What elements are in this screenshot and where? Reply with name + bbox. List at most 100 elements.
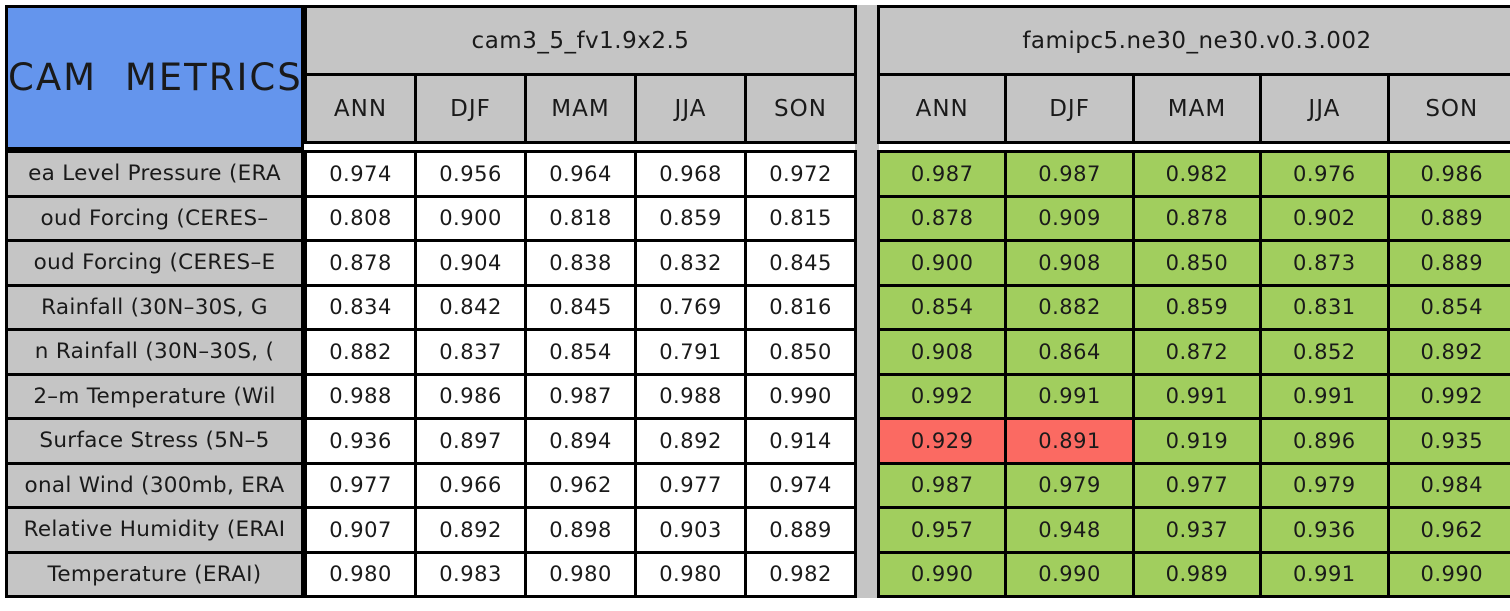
metric-value: 0.982 [1131, 150, 1263, 198]
metric-value: 0.987 [876, 150, 1008, 198]
metric-value: 0.979 [1259, 461, 1390, 509]
metric-value: 0.834 [304, 283, 417, 331]
model1-name: cam3_5_fv1.9x2.5 [304, 5, 857, 76]
metric-label: Surface Stress (5N–5 [5, 417, 304, 465]
table-row: 0.929 0.891 0.919 0.896 0.935 [876, 417, 1510, 465]
metric-label: ea Level Pressure (ERA [5, 150, 304, 198]
metric-value: 0.850 [744, 328, 857, 376]
metric-value: 0.987 [524, 372, 637, 420]
metric-value-flagged: 0.891 [1004, 417, 1135, 465]
table-row: 0.988 0.986 0.987 0.988 0.990 [304, 372, 857, 420]
metric-value: 0.892 [414, 506, 527, 554]
metric-value: 0.977 [304, 461, 417, 509]
metric-value: 0.872 [1131, 328, 1263, 376]
metric-label: 2–m Temperature (Wil [5, 372, 304, 420]
metric-value: 0.878 [304, 239, 417, 287]
metric-value: 0.957 [876, 506, 1008, 554]
metric-value: 0.966 [414, 461, 527, 509]
metric-value: 0.948 [1004, 506, 1135, 554]
table-row: 0.854 0.882 0.859 0.831 0.854 [876, 283, 1510, 331]
metric-value: 0.903 [634, 506, 747, 554]
metric-value: 0.937 [1131, 506, 1263, 554]
table-row: 0.907 0.892 0.898 0.903 0.889 [304, 506, 857, 554]
model2-name: famipc5.ne30_ne30.v0.3.002 [877, 5, 1510, 76]
metric-value: 0.907 [304, 506, 417, 554]
metric-value: 0.936 [1259, 506, 1390, 554]
metric-value: 0.882 [304, 328, 417, 376]
metric-value: 0.854 [1386, 283, 1510, 331]
season-header-djf: DJF [1004, 73, 1135, 144]
season-header-mam: MAM [1131, 73, 1263, 144]
metric-value: 0.990 [744, 372, 857, 420]
season-header-ann: ANN [876, 73, 1008, 144]
metric-value: 0.859 [1131, 283, 1263, 331]
table-row: n Rainfall (30N–30S, ( [5, 328, 304, 376]
table-row: 0.974 0.956 0.964 0.968 0.972 [304, 150, 857, 198]
metric-label: n Rainfall (30N–30S, ( [5, 328, 304, 376]
metric-value: 0.976 [1259, 150, 1390, 198]
metric-value: 0.962 [524, 461, 637, 509]
table-row: 2–m Temperature (Wil [5, 372, 304, 420]
metric-value: 0.919 [1131, 417, 1263, 465]
metric-value: 0.900 [414, 194, 527, 242]
metric-value: 0.894 [524, 417, 637, 465]
metric-value: 0.882 [1004, 283, 1135, 331]
metric-value: 0.974 [304, 150, 417, 198]
season-header-ann: ANN [304, 73, 417, 144]
season-header-jja: JJA [1259, 73, 1390, 144]
season-header-mam: MAM [524, 73, 637, 144]
table-row: 0.936 0.897 0.894 0.892 0.914 [304, 417, 857, 465]
metric-value: 0.831 [1259, 283, 1390, 331]
metric-value: 0.889 [1386, 239, 1510, 287]
table-row: oud Forcing (CERES–E [5, 239, 304, 287]
metric-value: 0.908 [876, 328, 1008, 376]
metric-value: 0.850 [1131, 239, 1263, 287]
metric-value-flagged: 0.929 [876, 417, 1008, 465]
metric-value: 0.980 [304, 550, 417, 598]
metric-value: 0.988 [634, 372, 747, 420]
table-row: 0.834 0.842 0.845 0.769 0.816 [304, 283, 857, 331]
season-header-djf: DJF [414, 73, 527, 144]
table-row: 0.992 0.991 0.991 0.991 0.992 [876, 372, 1510, 420]
metric-value: 0.962 [1386, 506, 1510, 554]
metric-value: 0.991 [1259, 550, 1390, 598]
table-row: 0.957 0.948 0.937 0.936 0.962 [876, 506, 1510, 554]
metric-value: 0.990 [1386, 550, 1510, 598]
metric-value: 0.987 [1004, 150, 1135, 198]
season-header-jja: JJA [634, 73, 747, 144]
metric-value: 0.979 [1004, 461, 1135, 509]
metric-value: 0.974 [744, 461, 857, 509]
metric-value: 0.900 [876, 239, 1008, 287]
table-title: CAM METRICS [5, 5, 304, 150]
metric-label: onal Wind (300mb, ERA [5, 461, 304, 509]
model2-header-block: famipc5.ne30_ne30.v0.3.002 ANN DJF MAM JJA S… [876, 5, 1510, 144]
metric-value: 0.854 [876, 283, 1008, 331]
model2-values-grid: 0.987 0.987 0.982 0.976 0.986 0.878 0.909 0.878… [876, 150, 1510, 598]
metric-value: 0.983 [414, 550, 527, 598]
metric-value: 0.904 [414, 239, 527, 287]
metric-value: 0.991 [1259, 372, 1390, 420]
metric-value: 0.982 [744, 550, 857, 598]
metric-value: 0.769 [634, 283, 747, 331]
metric-value: 0.991 [1131, 372, 1263, 420]
metric-value: 0.864 [1004, 328, 1135, 376]
table-row: Relative Humidity (ERAI [5, 506, 304, 554]
metric-value: 0.992 [876, 372, 1008, 420]
metric-value: 0.936 [304, 417, 417, 465]
metric-label: Rainfall (30N–30S, G [5, 283, 304, 331]
metric-value: 0.977 [634, 461, 747, 509]
metric-value: 0.873 [1259, 239, 1390, 287]
table-row: 0.977 0.966 0.962 0.977 0.974 [304, 461, 857, 509]
model1-values-grid: 0.974 0.956 0.964 0.968 0.972 0.808 0.900 0.818… [304, 150, 857, 598]
metric-value: 0.808 [304, 194, 417, 242]
metric-value: 0.898 [524, 506, 637, 554]
metric-value: 0.984 [1386, 461, 1510, 509]
metric-value: 0.986 [414, 372, 527, 420]
season-header-son: SON [1386, 73, 1510, 144]
table-row: 0.878 0.909 0.878 0.902 0.889 [876, 194, 1510, 242]
metric-value: 0.935 [1386, 417, 1510, 465]
metric-value: 0.956 [414, 150, 527, 198]
model2-season-header-row: ANN DJF MAM JJA SON [876, 73, 1510, 144]
metric-value: 0.972 [744, 150, 857, 198]
